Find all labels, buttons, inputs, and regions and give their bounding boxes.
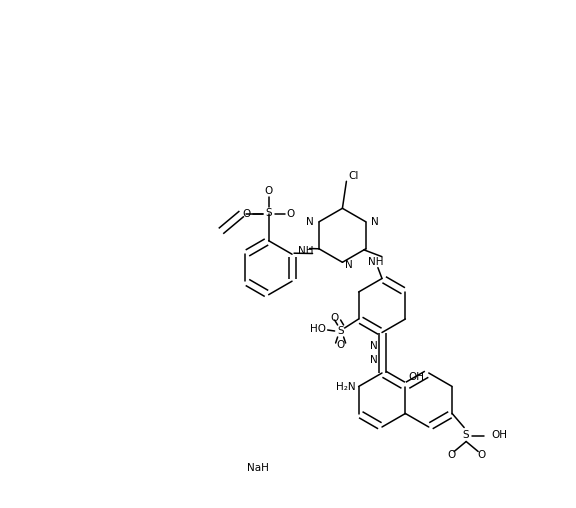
Text: N: N xyxy=(346,260,353,270)
Text: S: S xyxy=(463,430,469,440)
Text: O: O xyxy=(286,209,295,219)
Text: O: O xyxy=(477,451,485,460)
Text: O: O xyxy=(331,313,339,323)
Text: NH: NH xyxy=(298,246,313,257)
Text: N: N xyxy=(370,341,378,351)
Text: OH: OH xyxy=(408,371,425,382)
Text: Cl: Cl xyxy=(348,171,359,181)
Text: O: O xyxy=(264,186,273,196)
Text: H₂N: H₂N xyxy=(336,382,355,392)
Text: N: N xyxy=(306,217,314,227)
Text: OH: OH xyxy=(491,430,507,440)
Text: O: O xyxy=(242,209,251,219)
Text: NH: NH xyxy=(368,257,384,267)
Text: O: O xyxy=(336,340,345,350)
Text: N: N xyxy=(371,217,378,227)
Text: NaH: NaH xyxy=(247,463,269,473)
Text: O: O xyxy=(447,451,455,460)
Text: S: S xyxy=(266,208,272,218)
Text: N: N xyxy=(370,355,378,365)
Text: HO: HO xyxy=(310,324,325,334)
Text: S: S xyxy=(338,326,344,336)
